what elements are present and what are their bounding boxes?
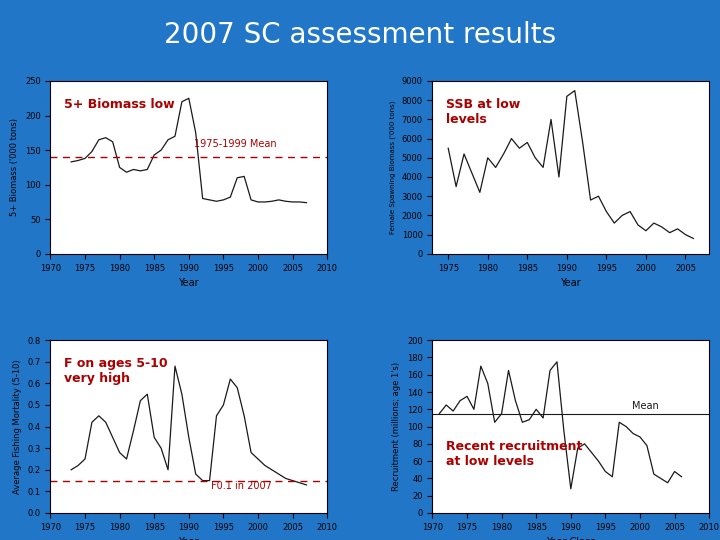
X-axis label: Year: Year bbox=[560, 278, 581, 288]
Y-axis label: Average Fishing Mortality (5-10): Average Fishing Mortality (5-10) bbox=[13, 359, 22, 494]
Y-axis label: Recruitment (millions; age 1's): Recruitment (millions; age 1's) bbox=[392, 362, 401, 491]
Text: 1975-1999 Mean: 1975-1999 Mean bbox=[194, 139, 277, 148]
Y-axis label: 5+ Biomass ('000 tons): 5+ Biomass ('000 tons) bbox=[10, 118, 19, 217]
Text: Recent recruitment
at low levels: Recent recruitment at low levels bbox=[446, 441, 582, 468]
X-axis label: Year: Year bbox=[179, 278, 199, 288]
Text: F on ages 5-10
very high: F on ages 5-10 very high bbox=[64, 357, 168, 386]
Y-axis label: Female Spawning Biomass ('000 tons): Female Spawning Biomass ('000 tons) bbox=[390, 100, 396, 234]
X-axis label: Year: Year bbox=[179, 537, 199, 540]
Text: 5+ Biomass low: 5+ Biomass low bbox=[64, 98, 175, 111]
Text: F0.1 in 2007: F0.1 in 2007 bbox=[211, 481, 272, 491]
Text: SSB at low
levels: SSB at low levels bbox=[446, 98, 521, 126]
Text: 2007 SC assessment results: 2007 SC assessment results bbox=[164, 21, 556, 49]
Text: Mean: Mean bbox=[631, 401, 659, 411]
X-axis label: Year-Class: Year-Class bbox=[546, 537, 595, 540]
